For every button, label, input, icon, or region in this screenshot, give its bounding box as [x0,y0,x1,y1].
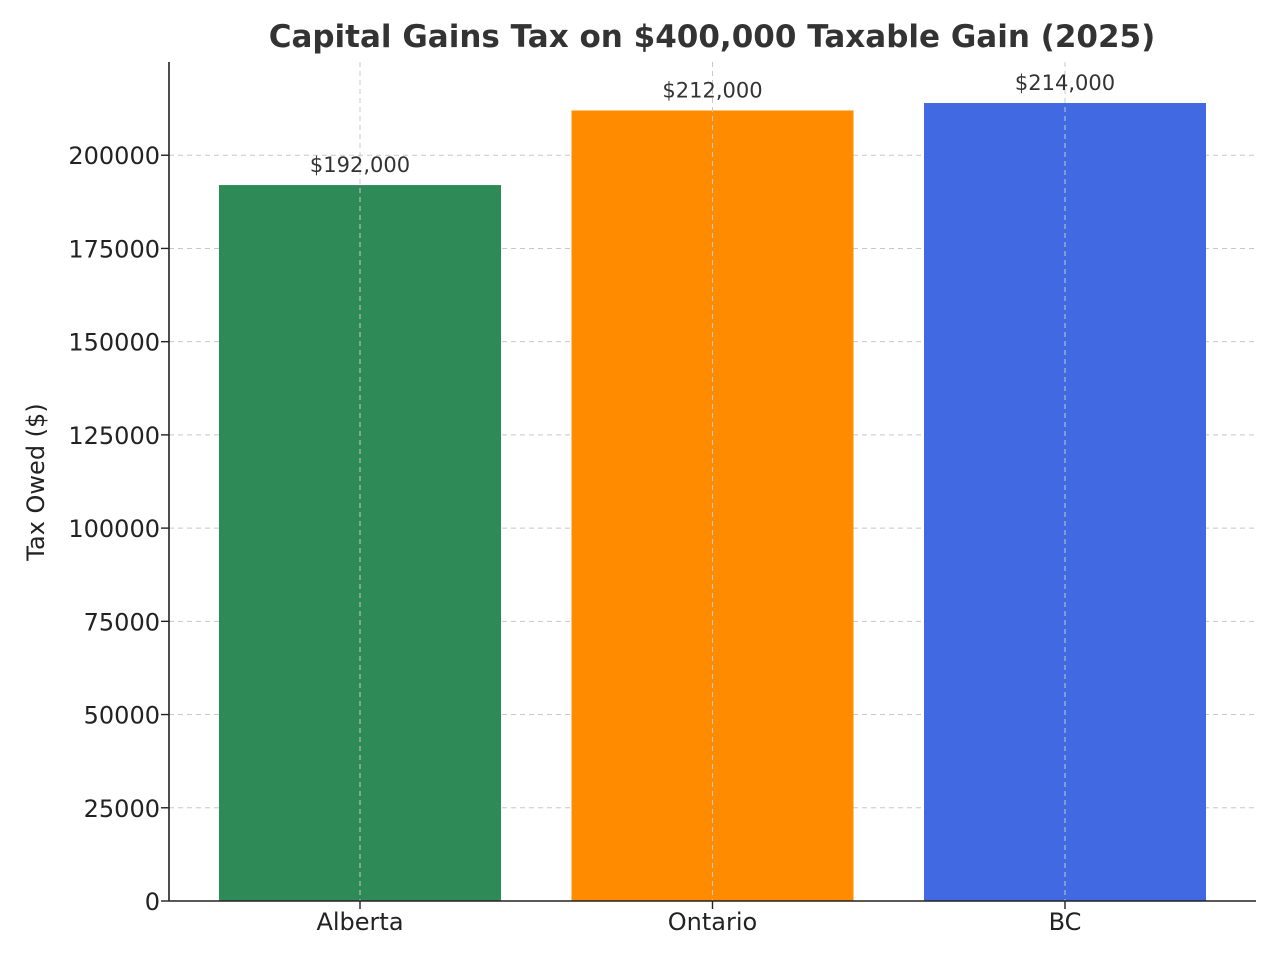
data-labels: $192,000 $212,000 $214,000 [310,71,1115,177]
y-tick-label: 50000 [84,702,160,730]
vertical-grid-lines [359,62,1066,901]
data-label: $192,000 [310,153,410,177]
x-ticks: Alberta Ontario BC [316,901,1081,936]
y-tick-label: 175000 [68,235,160,263]
y-tick-label: 100000 [68,515,160,543]
data-label: $212,000 [662,78,762,102]
y-tick-label: 200000 [68,142,160,170]
y-tick-label: 75000 [84,608,160,636]
x-tick-label: Alberta [316,908,403,936]
chart-title: Capital Gains Tax on $400,000 Taxable Ga… [269,19,1156,55]
y-tick-label: 150000 [68,329,160,357]
data-label: $214,000 [1015,71,1115,95]
y-ticks: 0 25000 50000 75000 100000 125000 150000 175000… [68,142,169,916]
x-tick-label: Ontario [668,908,757,936]
y-tick-label: 25000 [84,795,160,823]
x-tick-label: BC [1049,908,1082,936]
y-axis-label: Tax Owed ($) [22,403,50,561]
y-tick-label: 125000 [68,422,160,450]
y-tick-label: 0 [145,888,160,916]
bar-bc [924,103,1206,902]
bars [219,103,1206,902]
